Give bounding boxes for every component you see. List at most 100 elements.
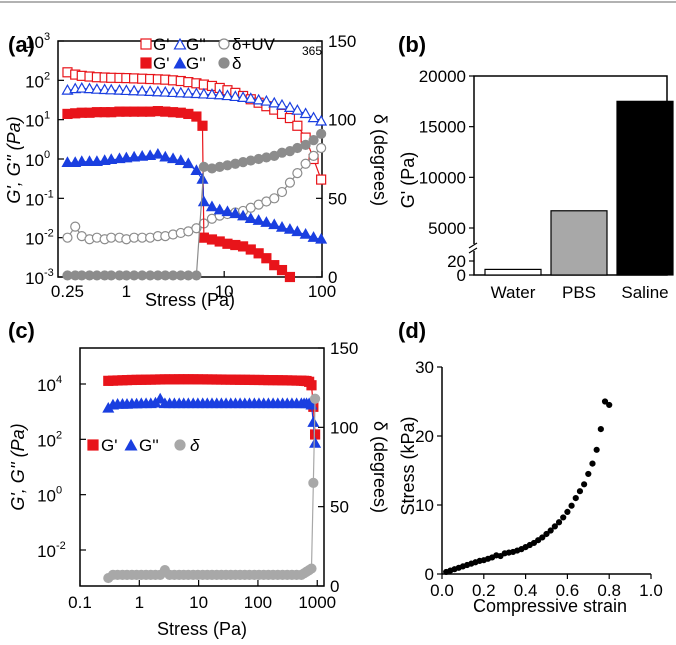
- a-y2tick-label: 0: [328, 268, 337, 287]
- c-ytick-exp: 2: [56, 429, 62, 441]
- d-xtick-label: 1.0: [639, 581, 663, 600]
- c-legend-marker: [87, 439, 99, 451]
- b-ytick-label: 20: [447, 252, 466, 271]
- a-1-point: [75, 81, 88, 93]
- a-3-point: [191, 111, 202, 122]
- a-ytick-exp: -1: [44, 188, 54, 200]
- d-0-point: [535, 537, 542, 544]
- a-1-point: [315, 114, 328, 126]
- a-1-point: [283, 101, 296, 112]
- c-2-series: [103, 393, 321, 584]
- a-4-point: [120, 151, 133, 163]
- d-xtick-label: 0.6: [556, 581, 580, 600]
- a-1-point: [136, 84, 149, 96]
- a-legend-gp: G': [153, 54, 169, 73]
- c-ytick-exp: 0: [56, 485, 62, 497]
- d-0-point: [601, 398, 609, 405]
- a-ytick-label: 10: [25, 33, 44, 52]
- panel-b-bars: [484, 100, 674, 276]
- a-4-point: [237, 209, 250, 221]
- b-axis-break-mark: [468, 242, 478, 249]
- a-4-point: [83, 155, 96, 166]
- d-0-point: [606, 401, 613, 409]
- a-5-point: [316, 128, 327, 139]
- a-1-point: [221, 89, 234, 101]
- panel-c-y2label: δ (degrees): [370, 421, 390, 513]
- c-ytick-label: 10: [37, 431, 56, 450]
- c-ytick-label: 10: [37, 376, 56, 395]
- a-ytick-exp: 2: [44, 70, 50, 82]
- a-4-point: [197, 195, 210, 207]
- a-5-point: [191, 270, 202, 281]
- a-ytick-label: 10: [25, 112, 44, 131]
- a-1-point: [268, 96, 281, 108]
- a-1-point: [244, 92, 257, 103]
- a-4-point: [105, 153, 118, 165]
- a-0-point: [292, 120, 303, 131]
- a-4-point: [151, 147, 164, 159]
- a-4-point: [174, 154, 187, 165]
- panel-d-y-ticks: 0 10 20 30: [415, 358, 442, 584]
- a-1-point: [151, 85, 164, 97]
- d-0-point: [497, 552, 504, 560]
- a-4-point: [307, 231, 320, 242]
- b-ytick-label: 15000: [419, 118, 466, 137]
- a-4-point: [221, 205, 234, 217]
- panel-a-xlabel: Stress (Pa): [145, 290, 235, 310]
- d-0-point: [555, 519, 563, 526]
- c-ytick-label: 10: [37, 542, 56, 561]
- c-1-point: [307, 416, 320, 427]
- b-bar-pbs: [550, 210, 608, 276]
- a-4-point: [213, 203, 226, 215]
- a-xtick-label: 1: [122, 282, 131, 301]
- c-legend-marker: [124, 438, 138, 451]
- a-1-point: [299, 107, 312, 119]
- c-y2tick-label: 100: [330, 418, 358, 437]
- a-4-point: [128, 150, 141, 162]
- a-2-point: [191, 223, 202, 234]
- a-1-point: [275, 98, 289, 110]
- b-category-label: PBS: [562, 283, 596, 302]
- a-2-point: [276, 186, 288, 198]
- a-0-series: [62, 67, 327, 185]
- a-ytick-label: 10: [25, 151, 44, 170]
- panel-c-series: [102, 374, 322, 584]
- a-xtick-label: 0.25: [51, 282, 84, 301]
- a-4-point: [260, 216, 273, 227]
- legend-row-uv: G' G'' δ+UV 365: [140, 35, 322, 58]
- c-ytick-exp: 4: [56, 374, 62, 386]
- a-y2tick-label: 50: [328, 189, 347, 208]
- d-xtick-label: 0.8: [597, 581, 621, 600]
- a-ytick-label: 10: [25, 269, 44, 288]
- c-xtick-label: 100: [244, 593, 272, 612]
- c-y2tick-label: 150: [330, 339, 358, 358]
- d-xtick-label: 0.4: [514, 581, 538, 600]
- a-4-point: [244, 212, 257, 224]
- a-2-point: [308, 150, 319, 161]
- d-0-point: [543, 530, 550, 538]
- a-legend-marker: [173, 37, 187, 50]
- panel-c-xlabel: Stress (Pa): [157, 619, 247, 639]
- b-bar-saline: [616, 100, 674, 276]
- a-3-point: [197, 120, 208, 131]
- c-1-point: [309, 437, 322, 448]
- c-1-point: [305, 398, 318, 410]
- d-0-point: [560, 514, 567, 521]
- a-3-point: [276, 264, 288, 276]
- c-1-series: [102, 392, 322, 448]
- c-1-point: [154, 392, 167, 404]
- panel-c-frame: [79, 347, 325, 587]
- a-2-point: [70, 221, 81, 232]
- d-0-point: [530, 539, 538, 547]
- panel-c-y2-ticks: 0 50 100 150: [318, 339, 358, 596]
- a-1-point: [205, 88, 218, 99]
- d-0-point: [547, 527, 554, 534]
- panel-b-ylabel: G' (Pa): [398, 152, 418, 208]
- c-2-point: [309, 393, 321, 404]
- a-legend-marker: [140, 38, 152, 50]
- a-1-point: [144, 85, 157, 96]
- panel-a-series: [61, 67, 328, 283]
- panel-d-ylabel: Stress (kPa): [398, 416, 418, 515]
